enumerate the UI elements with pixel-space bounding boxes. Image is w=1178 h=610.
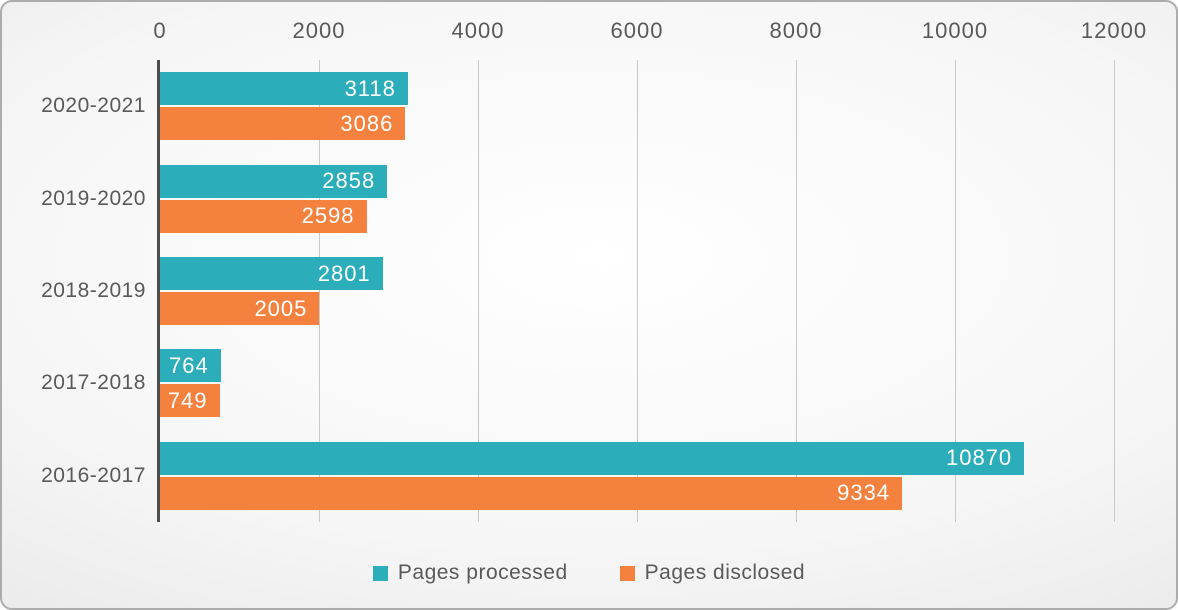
x-tick-label: 6000 xyxy=(610,18,664,43)
bar-pages-disclosed: 3086 xyxy=(160,107,406,141)
grid-line xyxy=(319,60,320,522)
x-tick-label: 4000 xyxy=(451,18,505,43)
bar-value-label: 2598 xyxy=(301,203,355,229)
x-axis: 0 2000 4000 6000 8000 10000 12000 xyxy=(2,2,1176,54)
grid-line xyxy=(478,60,479,522)
bar-group-2018-2019: 2801 2005 xyxy=(160,245,1114,337)
x-tick-label: 0 xyxy=(153,18,167,43)
grid-line xyxy=(955,60,956,522)
bar-value-label: 10870 xyxy=(945,445,1013,471)
bar-group-2016-2017: 10870 9334 xyxy=(160,430,1114,522)
bar-rows: 3118 3086 2858 2598 2801 2005 764 749 10870 9334 xyxy=(160,60,1114,522)
category-label: 2020-2021 xyxy=(41,94,146,118)
bar-value-label: 2858 xyxy=(322,168,376,194)
legend-label: Pages disclosed xyxy=(644,561,806,584)
bar-value-label: 3086 xyxy=(340,110,394,136)
grid-line xyxy=(796,60,797,522)
bar-value-label: 2005 xyxy=(254,295,308,321)
x-tick-label: 12000 xyxy=(1080,18,1148,43)
bar-pages-disclosed: 9334 xyxy=(160,476,903,510)
x-tick-label: 10000 xyxy=(921,18,989,43)
bar-value-label: 2801 xyxy=(317,260,371,286)
bar-pages-disclosed: 749 xyxy=(160,384,220,418)
bar-value-label: 3118 xyxy=(344,75,396,101)
bar-group-2019-2020: 2858 2598 xyxy=(160,152,1114,244)
bar-pages-processed: 764 xyxy=(160,349,221,383)
bar-value-label: 749 xyxy=(167,387,208,413)
plot-area: 3118 3086 2858 2598 2801 2005 764 749 10870 9334 xyxy=(157,60,1115,522)
legend-label: Pages processed xyxy=(397,561,568,584)
legend: Pages processed Pages disclosed xyxy=(2,556,1176,590)
category-label: 2017-2018 xyxy=(41,371,146,395)
category-label: 2016-2017 xyxy=(41,463,146,487)
x-tick-label: 2000 xyxy=(292,18,346,43)
bar-pages-disclosed: 2005 xyxy=(160,292,320,326)
legend-item-pages-disclosed: Pages disclosed xyxy=(619,561,806,585)
legend-swatch-icon xyxy=(619,565,635,581)
bar-value-label: 764 xyxy=(169,352,209,378)
bar-pages-disclosed: 2598 xyxy=(160,199,367,233)
grid-line xyxy=(1114,60,1115,522)
bar-group-2017-2018: 764 749 xyxy=(160,337,1114,429)
category-label: 2018-2019 xyxy=(41,279,146,303)
bar-pages-processed: 3118 xyxy=(160,72,408,106)
bar-value-label: 9334 xyxy=(837,480,891,506)
legend-swatch-icon xyxy=(372,565,388,581)
legend-item-pages-processed: Pages processed xyxy=(372,561,568,585)
category-label: 2019-2020 xyxy=(41,186,146,210)
y-axis-line xyxy=(157,60,160,522)
bar-pages-processed: 2858 xyxy=(160,164,388,198)
y-axis-labels: 2020-2021 2019-2020 2018-2019 2017-2018 2016… xyxy=(2,60,150,522)
grid-line xyxy=(637,60,638,522)
bar-group-2020-2021: 3118 3086 xyxy=(160,60,1114,152)
bar-pages-processed: 2801 xyxy=(160,257,383,291)
x-tick-label: 8000 xyxy=(769,18,823,43)
bar-pages-processed: 10870 xyxy=(160,441,1025,475)
